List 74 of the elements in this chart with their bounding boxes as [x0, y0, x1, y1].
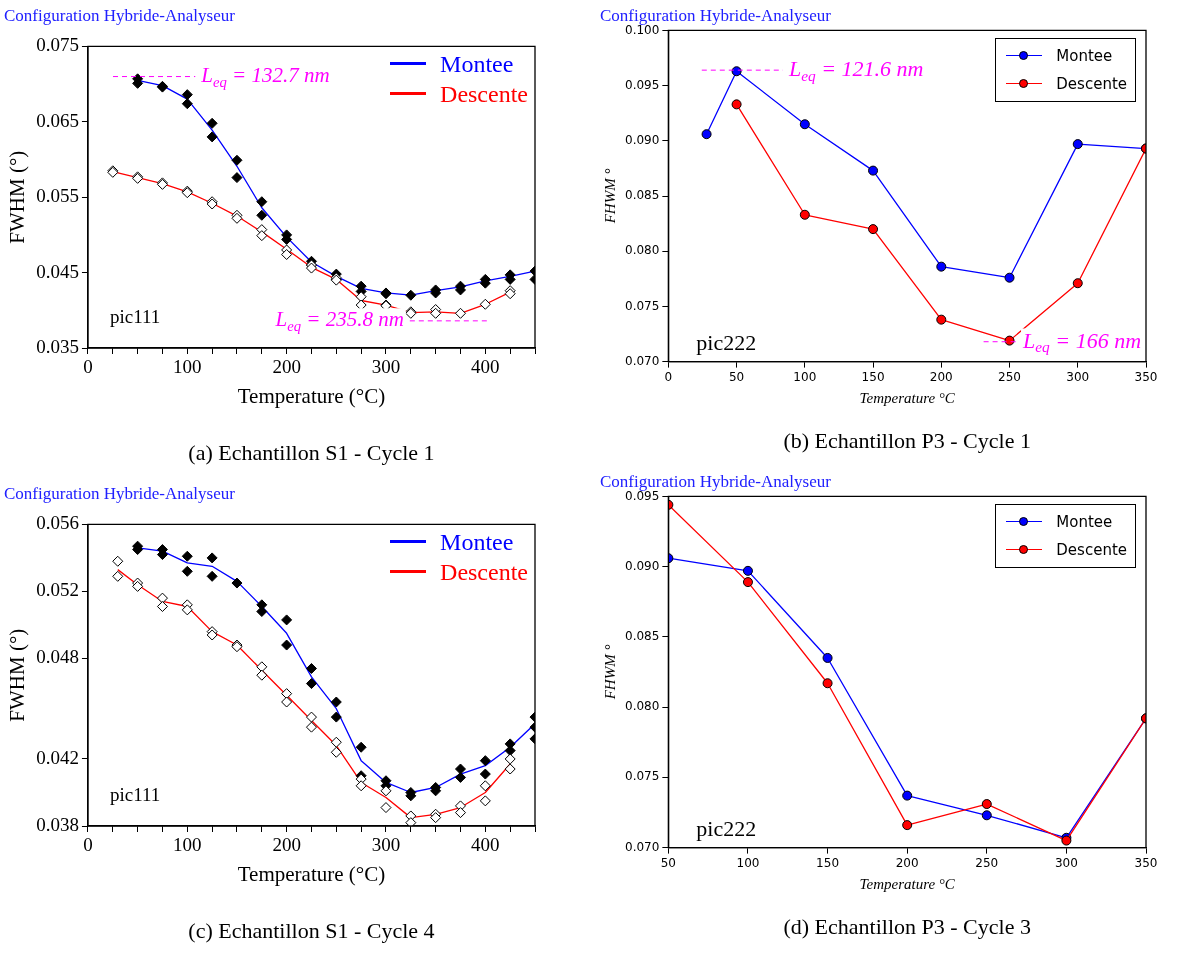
x-axis-title: Temperature (°C)	[237, 383, 386, 408]
y-tick-label: 0.052	[36, 579, 79, 601]
legend-label: Descente	[440, 558, 528, 586]
chart-title: Configuration Hybride-Analyseur	[600, 471, 832, 491]
x-tick-label: 100	[173, 356, 202, 378]
y-tick-label: 0.090	[624, 558, 660, 573]
x-tick-label: 50	[660, 855, 676, 870]
legend-label: Descente	[1056, 541, 1127, 560]
legend-label: Montee	[440, 528, 514, 556]
x-tick-label: 150	[861, 369, 885, 384]
y-tick-label: 0.085	[624, 629, 660, 644]
x-axis-title: Temperature °C	[859, 875, 956, 892]
y-tick-label: 0.038	[36, 813, 79, 835]
x-tick-label: 50	[728, 369, 745, 384]
text: (c) Echantillon S1 - Cycle 4	[188, 918, 435, 943]
x-tick-label: 350	[1134, 369, 1158, 384]
legend-label: Descente	[440, 80, 528, 108]
x-tick-label: 300	[1054, 855, 1078, 870]
text: (b) Echantillon P3 - Cycle 1	[783, 428, 1031, 453]
y-tick-label: 0.085	[624, 188, 660, 203]
legend-label: Montee	[1056, 513, 1113, 532]
legend-label: Montee	[440, 50, 514, 78]
y-tick-label: 0.095	[624, 77, 660, 92]
legend-label: Montee	[1056, 47, 1113, 66]
annotation: pic111	[109, 306, 161, 327]
y-tick-label: 0.055	[36, 185, 79, 207]
chart-title: Configuration Hybride-Analyseur	[4, 483, 236, 503]
annotation: pic222	[696, 329, 757, 355]
y-tick-label: 0.080	[624, 243, 660, 258]
y-tick-label: 0.048	[36, 646, 79, 668]
x-tick-label: 100	[793, 369, 817, 384]
text: (d) Echantillon P3 - Cycle 3	[783, 914, 1031, 939]
y-axis-title: FWHM (°)	[5, 628, 30, 722]
legend-label: Descente	[1056, 75, 1127, 94]
x-tick-label: 200	[272, 834, 301, 856]
chart-title: Configuration Hybride-Analyseur	[600, 5, 832, 25]
x-tick-label: 400	[471, 356, 500, 378]
x-tick-label: 300	[371, 356, 401, 378]
y-tick-label: 0.065	[36, 109, 79, 131]
y-tick-label: 0.045	[36, 260, 79, 282]
x-tick-label: 0	[664, 369, 673, 384]
x-tick-label: 150	[816, 855, 840, 870]
x-tick-label: 200	[272, 356, 301, 378]
annotation: pic111	[109, 784, 161, 805]
text: (a) Echantillon S1 - Cycle 1	[188, 440, 435, 465]
y-tick-label: 0.075	[624, 298, 660, 313]
x-tick-label: 200	[895, 855, 919, 870]
y-tick-label: 0.075	[624, 769, 660, 784]
y-tick-label: 0.080	[624, 699, 660, 714]
y-tick-label: 0.090	[624, 132, 660, 147]
x-tick-label: 250	[998, 369, 1021, 384]
x-tick-label: 100	[173, 834, 202, 856]
x-tick-label: 0	[83, 356, 93, 378]
y-tick-label: 0.070	[624, 839, 660, 854]
x-tick-label: 250	[975, 855, 999, 870]
chart-title: Configuration Hybride-Analyseur	[4, 5, 236, 25]
annotation: pic222	[696, 815, 757, 841]
y-axis-title: FHWM °	[601, 644, 618, 701]
x-tick-label: 350	[1134, 855, 1158, 870]
y-tick-label: 0.056	[36, 512, 79, 534]
y-tick-label: 0.070	[624, 353, 660, 368]
x-axis-title: Temperature °C	[859, 389, 956, 406]
x-tick-label: 400	[471, 834, 500, 856]
y-axis-title: FWHM (°)	[5, 150, 30, 244]
x-tick-label: 300	[1066, 369, 1090, 384]
x-tick-label: 200	[929, 369, 953, 384]
y-tick-label: 0.042	[36, 746, 79, 768]
x-tick-label: 0	[83, 834, 93, 856]
y-tick-label: 0.075	[36, 34, 79, 56]
y-axis-title: FHWM °	[601, 168, 618, 225]
y-tick-label: 0.035	[36, 335, 79, 357]
x-tick-label: 100	[736, 855, 760, 870]
x-axis-title: Temperature (°C)	[237, 861, 386, 886]
x-tick-label: 300	[371, 834, 401, 856]
